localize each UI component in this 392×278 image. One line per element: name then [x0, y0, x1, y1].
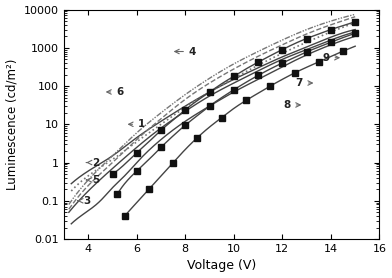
Text: 9: 9: [323, 53, 339, 63]
Text: 3: 3: [78, 196, 91, 206]
Text: 2: 2: [86, 158, 99, 168]
Text: 1: 1: [129, 119, 145, 129]
Text: 5: 5: [86, 175, 99, 185]
Text: 4: 4: [175, 46, 196, 56]
Text: 6: 6: [107, 87, 123, 97]
X-axis label: Voltage (V): Voltage (V): [187, 259, 256, 272]
Text: 7: 7: [296, 78, 312, 88]
Text: 8: 8: [283, 100, 300, 110]
Y-axis label: Luminescence (cd/m²): Luminescence (cd/m²): [5, 59, 18, 190]
